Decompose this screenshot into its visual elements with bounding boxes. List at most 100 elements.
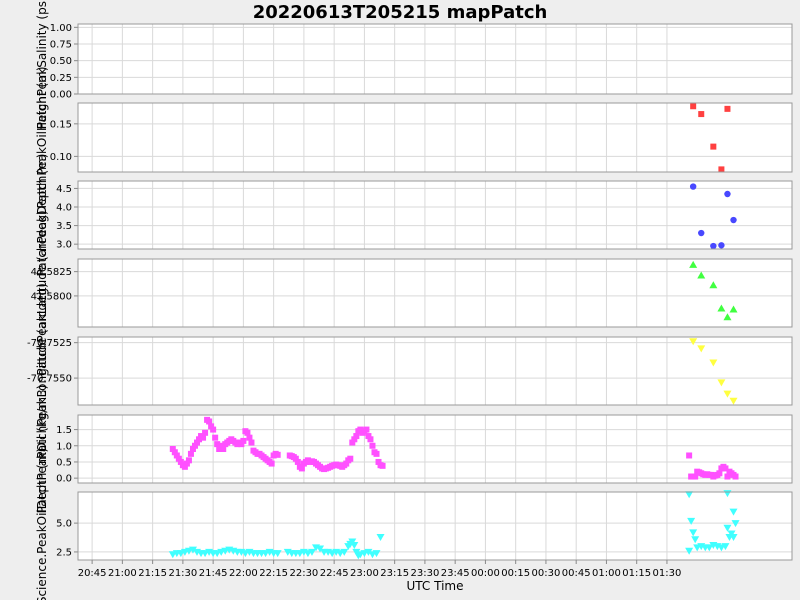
data-point [379, 462, 386, 469]
data-point [697, 345, 706, 353]
series-peak_oil_depth [168, 490, 740, 560]
x-tick-label: 00:30 [532, 568, 561, 579]
data-point [365, 433, 372, 440]
data-point [214, 441, 221, 448]
plot-border [77, 336, 793, 406]
x-tick-label: 23:30 [411, 568, 440, 579]
data-point [692, 473, 699, 480]
data-point [347, 455, 354, 462]
data-point [248, 439, 255, 446]
data-point [212, 434, 219, 441]
series-longitude [689, 338, 738, 405]
data-point [709, 359, 718, 367]
data-point [698, 111, 705, 118]
data-point [689, 260, 698, 268]
y-tick-label: 0.15 [50, 119, 72, 130]
y-tick-label: 3.5 [56, 221, 72, 232]
data-point [723, 390, 732, 398]
plot-border [77, 414, 793, 484]
plot-area-peak_oil_depth [78, 492, 792, 560]
x-tick-label: 01:30 [653, 568, 682, 579]
data-point [729, 508, 738, 516]
y-tick-label: 0.75 [50, 40, 72, 51]
data-point [292, 455, 299, 462]
data-point [375, 458, 382, 465]
data-point [690, 103, 697, 110]
data-point [709, 281, 718, 289]
x-tick-label: 22:00 [229, 568, 258, 579]
x-tick-label: 23:15 [380, 568, 409, 579]
data-point [724, 190, 731, 198]
y-tick-label: 1.5 [56, 425, 72, 436]
data-point [376, 533, 385, 541]
data-point [238, 441, 245, 448]
plot-area-salinity [78, 24, 792, 94]
data-point [729, 533, 738, 541]
data-point [716, 470, 723, 477]
x-tick-label: 00:45 [562, 568, 591, 579]
x-axis-label: UTC Time [407, 579, 464, 593]
data-point [210, 426, 217, 433]
plot-border [77, 491, 793, 561]
y-tick-label: -70.7525 [27, 338, 72, 349]
y-tick-label: 4.5 [56, 184, 72, 195]
data-point [169, 446, 176, 452]
y-axis-label-latitude: PatchPeakLatitude (arcdeg) [35, 210, 49, 375]
plot-area-depth [78, 181, 792, 249]
data-point [717, 379, 726, 387]
data-point [244, 429, 251, 436]
data-point [729, 305, 738, 313]
y-tick-label: 41.5800 [31, 291, 72, 302]
y-tick-label: 0.10 [50, 152, 72, 163]
panel-depth: 3.0 3.5 4.0 4.5 PatchPeakDepth (m) [35, 154, 793, 276]
data-point [698, 229, 705, 237]
data-point [724, 105, 731, 112]
y-tick-label: 4.0 [56, 203, 72, 214]
chart-title: 20220613T205215 mapPatch [253, 2, 548, 23]
data-point [710, 242, 717, 250]
data-point [717, 304, 726, 312]
data-point [718, 242, 725, 249]
x-tick-label: 22:15 [259, 568, 288, 579]
data-point [691, 536, 700, 544]
data-point [372, 550, 381, 558]
data-point [196, 436, 203, 443]
x-tick-label: 21:00 [108, 568, 137, 579]
series-oil_height [690, 103, 731, 173]
series-depth [689, 183, 737, 250]
data-point [181, 463, 188, 470]
data-point [705, 544, 714, 552]
x-tick-label: 23:45 [441, 568, 470, 579]
y-axis-label-oil_height: PatchPeakOilHeight (m) [35, 66, 49, 208]
data-point [369, 442, 376, 449]
data-point [685, 547, 694, 555]
x-tick-label: 20:45 [78, 568, 107, 579]
y-tick-label: 0.5 [56, 457, 72, 468]
data-point [194, 439, 200, 446]
data-point [718, 166, 725, 173]
data-point [697, 271, 706, 279]
y-axis-label-longitude: PatchPeakLongitude (arcdeg) [35, 283, 49, 459]
data-point [732, 473, 739, 480]
data-point [218, 442, 225, 449]
data-point [731, 520, 740, 528]
data-point [200, 434, 207, 441]
data-point [350, 542, 359, 550]
data-point [724, 473, 731, 480]
x-tick-label: 22:30 [289, 568, 318, 579]
x-tick-label: 22:45 [320, 568, 349, 579]
y-axis-label-salinity: PatchPeakSalinity (psu) [35, 0, 49, 129]
data-point [349, 439, 356, 446]
data-point [216, 446, 223, 452]
data-point [686, 452, 693, 459]
x-tick-label: 00:15 [501, 568, 530, 579]
x-tick-label: 00:00 [471, 568, 500, 579]
y-tick-label: 3.0 [56, 240, 72, 251]
data-point [177, 458, 184, 465]
plot-area-latitude [78, 259, 792, 327]
data-point [353, 433, 360, 440]
